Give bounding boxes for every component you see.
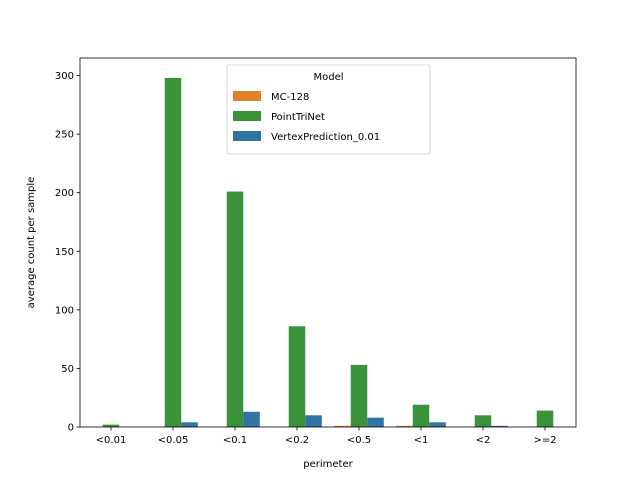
bar-VertexPrediction_0.01-<0.05: [181, 422, 198, 427]
legend-label: PointTriNet: [271, 112, 325, 123]
x-tick-label: <1: [414, 435, 429, 446]
x-tick-label: <0.1: [223, 435, 247, 446]
bar-MC-128-<0.5: [334, 425, 351, 427]
x-tick-label: <2: [476, 435, 491, 446]
x-tick-label: <0.05: [158, 435, 189, 446]
y-axis-label: average count per sample: [26, 177, 37, 309]
bar-PointTriNet-<0.5: [350, 364, 368, 427]
x-tick-label: >=2: [533, 435, 556, 446]
bar-VertexPrediction_0.01-<0.2: [305, 415, 322, 427]
legend-items: MC-128 PointTriNet VertexPrediction_0.01: [233, 91, 380, 143]
bar-VertexPrediction_0.01-<1: [429, 422, 446, 427]
bar-PointTriNet-<0.05: [164, 77, 182, 428]
legend-swatch: [233, 111, 261, 121]
x-tick-label: <0.01: [96, 435, 127, 446]
bar-VertexPrediction_0.01-<0.5: [367, 417, 384, 427]
legend-box: [226, 64, 431, 155]
bar-MC-128-<1: [396, 425, 413, 427]
bar-VertexPrediction_0.01-<0.1: [243, 411, 260, 427]
y-tick-label: 100: [55, 305, 74, 316]
bar-PointTriNet-<1: [412, 404, 430, 427]
legend-swatch: [233, 131, 261, 141]
x-axis-label: perimeter: [303, 459, 353, 470]
plot-frame: [79, 57, 577, 428]
bar-PointTriNet->=2: [536, 410, 554, 427]
bar-PointTriNet-<0.01: [102, 424, 120, 427]
y-tick-label: 0: [68, 423, 74, 434]
legend: Model MC-128 PointTriNet VertexPrediction_…: [226, 64, 431, 155]
y-tick-label: 50: [61, 364, 74, 375]
legend-title: Model: [313, 72, 343, 83]
legend-swatch: [233, 91, 261, 101]
x-tick-label: <0.5: [347, 435, 371, 446]
y-tick-label: 150: [55, 247, 74, 258]
y-axis: 0 50 100 150 200 250 300: [55, 71, 80, 434]
y-tick-label: 200: [55, 188, 74, 199]
legend-label: VertexPrediction_0.01: [271, 132, 380, 143]
x-axis: <0.01 <0.05 <0.1 <0.2 <0.5 <1 <2 >=2: [96, 427, 557, 446]
bars-layer: [102, 77, 554, 428]
bar-PointTriNet-<2: [474, 415, 492, 427]
y-tick-label: 250: [55, 130, 74, 141]
bar-PointTriNet-<0.2: [288, 326, 306, 427]
legend-label: MC-128: [271, 92, 309, 103]
y-tick-label: 300: [55, 71, 74, 82]
bar-VertexPrediction_0.01-<2: [491, 425, 508, 427]
bar-PointTriNet-<0.1: [226, 191, 244, 427]
x-tick-label: <0.2: [285, 435, 309, 446]
